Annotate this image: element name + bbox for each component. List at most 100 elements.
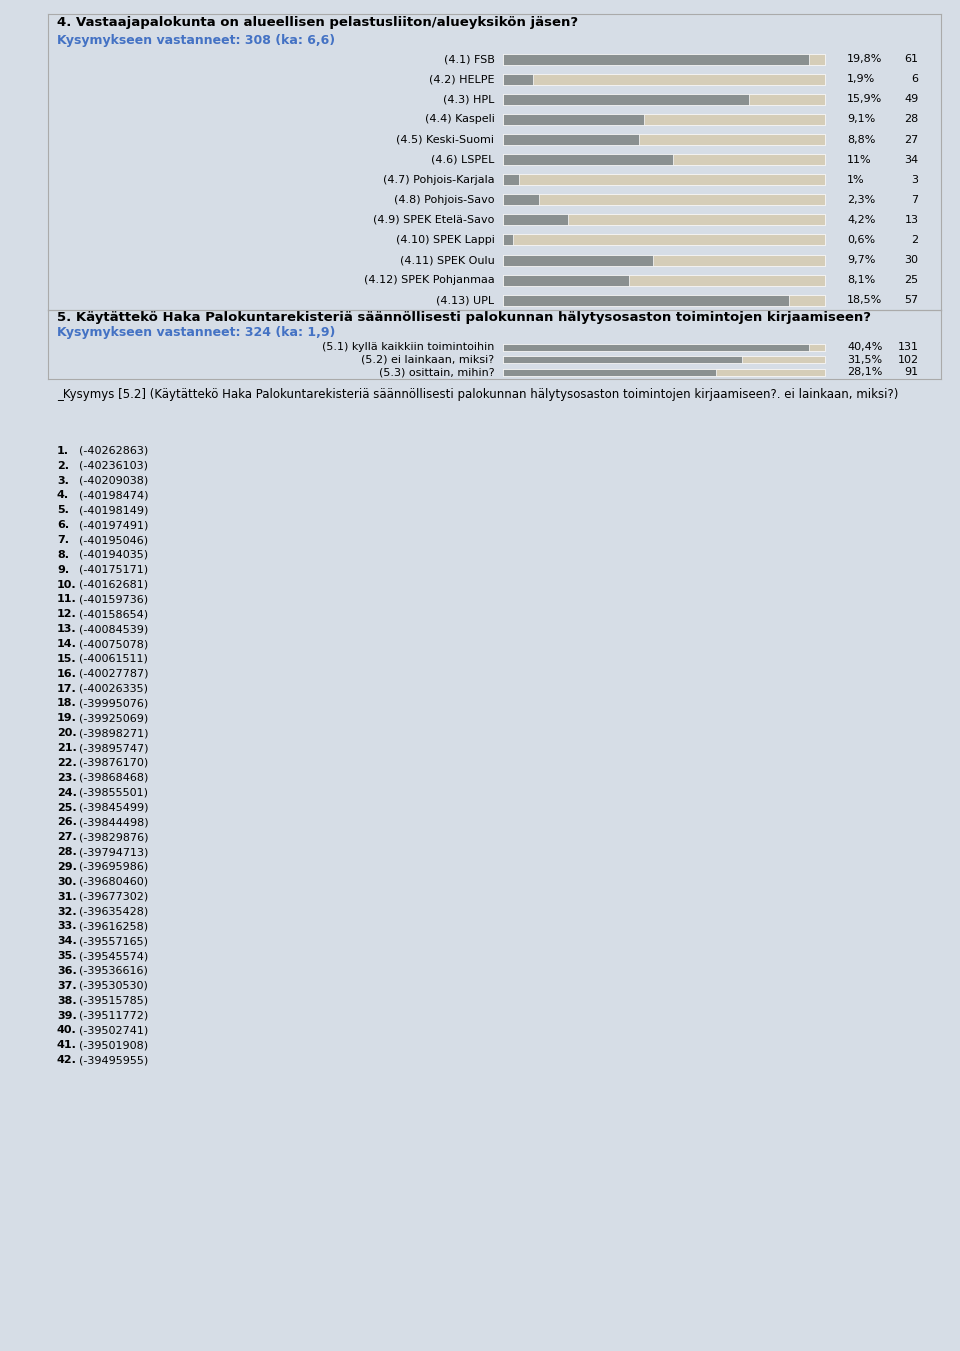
Text: 5. Käytättekö Haka Palokuntarekisteriä säännöllisesti palokunnan hälytysosaston : 5. Käytättekö Haka Palokuntarekisteriä s… bbox=[57, 311, 871, 324]
Text: (-39794713): (-39794713) bbox=[80, 847, 149, 857]
Text: 28: 28 bbox=[904, 115, 919, 124]
Text: (4.3) HPL: (4.3) HPL bbox=[443, 95, 494, 104]
Text: 4. Vastaajapalokunta on alueellisen pelastusliiton/alueyksikön jäsen?: 4. Vastaajapalokunta on alueellisen pela… bbox=[57, 16, 578, 30]
Text: 24.: 24. bbox=[57, 788, 77, 797]
Text: 20.: 20. bbox=[57, 728, 77, 738]
Text: (4.4) Kaspeli: (4.4) Kaspeli bbox=[424, 115, 494, 124]
Text: 19,8%: 19,8% bbox=[847, 54, 882, 63]
Text: 5.: 5. bbox=[57, 505, 69, 515]
Text: 30.: 30. bbox=[57, 877, 77, 886]
Text: 10.: 10. bbox=[57, 580, 77, 589]
Text: (-39635428): (-39635428) bbox=[80, 907, 149, 916]
Text: 4.: 4. bbox=[57, 490, 69, 500]
Text: (4.13) UPL: (4.13) UPL bbox=[436, 296, 494, 305]
FancyBboxPatch shape bbox=[503, 345, 825, 351]
Text: (4.1) FSB: (4.1) FSB bbox=[444, 54, 494, 63]
Text: (-40209038): (-40209038) bbox=[80, 476, 149, 485]
Text: 1.: 1. bbox=[57, 446, 69, 455]
Text: (-39925069): (-39925069) bbox=[80, 713, 149, 723]
FancyBboxPatch shape bbox=[503, 274, 825, 285]
Text: 57: 57 bbox=[904, 296, 919, 305]
Text: 12.: 12. bbox=[57, 609, 77, 619]
FancyBboxPatch shape bbox=[503, 369, 716, 376]
Text: 27: 27 bbox=[904, 135, 919, 145]
Text: 7: 7 bbox=[911, 195, 919, 205]
Text: 13: 13 bbox=[904, 215, 919, 224]
Text: 4,2%: 4,2% bbox=[847, 215, 876, 224]
Text: 28,1%: 28,1% bbox=[847, 367, 882, 377]
Text: 25.: 25. bbox=[57, 802, 77, 812]
FancyBboxPatch shape bbox=[503, 345, 809, 351]
Text: (-39855501): (-39855501) bbox=[80, 788, 148, 797]
Text: 42.: 42. bbox=[57, 1055, 77, 1065]
Text: (-39616258): (-39616258) bbox=[80, 921, 149, 931]
FancyBboxPatch shape bbox=[503, 357, 825, 363]
Text: (4.7) Pohjois-Karjala: (4.7) Pohjois-Karjala bbox=[383, 174, 494, 185]
FancyBboxPatch shape bbox=[503, 54, 825, 65]
Text: (-39502741): (-39502741) bbox=[80, 1025, 149, 1035]
Text: (-40262863): (-40262863) bbox=[80, 446, 149, 455]
Text: (-40195046): (-40195046) bbox=[80, 535, 149, 544]
Text: 18,5%: 18,5% bbox=[847, 296, 882, 305]
Text: (-39515785): (-39515785) bbox=[80, 996, 149, 1005]
Text: 49: 49 bbox=[904, 95, 919, 104]
Text: (-39511772): (-39511772) bbox=[80, 1011, 149, 1020]
Text: 3: 3 bbox=[911, 174, 919, 185]
Text: (-39695986): (-39695986) bbox=[80, 862, 149, 871]
Text: 11.: 11. bbox=[57, 594, 77, 604]
Text: _Kysymys [5.2] (Käytättekö Haka Palokuntarekisteriä säännöllisesti palokunnan hä: _Kysymys [5.2] (Käytättekö Haka Palokunt… bbox=[57, 388, 899, 401]
FancyBboxPatch shape bbox=[503, 295, 789, 305]
FancyBboxPatch shape bbox=[503, 54, 809, 65]
Text: 2,3%: 2,3% bbox=[847, 195, 876, 205]
Text: (-40175171): (-40175171) bbox=[80, 565, 149, 574]
Text: (5.1) kyllä kaikkiin toimintoihin: (5.1) kyllä kaikkiin toimintoihin bbox=[322, 342, 494, 353]
FancyBboxPatch shape bbox=[503, 174, 518, 185]
Text: (-40061511): (-40061511) bbox=[80, 654, 148, 663]
Text: 32.: 32. bbox=[57, 907, 77, 916]
Text: 8.: 8. bbox=[57, 550, 69, 559]
FancyBboxPatch shape bbox=[503, 154, 825, 165]
Text: (-39868468): (-39868468) bbox=[80, 773, 149, 782]
Text: 0,6%: 0,6% bbox=[847, 235, 876, 245]
Text: 91: 91 bbox=[904, 367, 919, 377]
Text: 29.: 29. bbox=[57, 862, 77, 871]
Text: 15.: 15. bbox=[57, 654, 77, 663]
FancyBboxPatch shape bbox=[503, 235, 825, 246]
Text: 33.: 33. bbox=[57, 921, 77, 931]
Text: 17.: 17. bbox=[57, 684, 77, 693]
Text: (-40198474): (-40198474) bbox=[80, 490, 149, 500]
Text: (-39895747): (-39895747) bbox=[80, 743, 149, 753]
Text: 39.: 39. bbox=[57, 1011, 77, 1020]
Text: 18.: 18. bbox=[57, 698, 77, 708]
Text: 26.: 26. bbox=[57, 817, 77, 827]
Text: 27.: 27. bbox=[57, 832, 77, 842]
Text: 2.: 2. bbox=[57, 461, 69, 470]
FancyBboxPatch shape bbox=[503, 274, 629, 285]
Text: 9,7%: 9,7% bbox=[847, 255, 876, 265]
Text: (-40159736): (-40159736) bbox=[80, 594, 149, 604]
Text: 34: 34 bbox=[904, 154, 919, 165]
Text: 8,1%: 8,1% bbox=[847, 276, 876, 285]
Text: 2: 2 bbox=[911, 235, 919, 245]
FancyBboxPatch shape bbox=[503, 93, 749, 105]
Text: (-40236103): (-40236103) bbox=[80, 461, 148, 470]
Text: 9.: 9. bbox=[57, 565, 69, 574]
Text: 34.: 34. bbox=[57, 936, 77, 946]
Text: 6.: 6. bbox=[57, 520, 69, 530]
Text: 6: 6 bbox=[911, 74, 919, 84]
Text: (-40027787): (-40027787) bbox=[80, 669, 149, 678]
Text: 11%: 11% bbox=[847, 154, 872, 165]
FancyBboxPatch shape bbox=[503, 113, 825, 124]
FancyBboxPatch shape bbox=[503, 369, 825, 376]
Text: 30: 30 bbox=[904, 255, 919, 265]
FancyBboxPatch shape bbox=[503, 215, 825, 226]
Text: 31,5%: 31,5% bbox=[847, 355, 882, 365]
FancyBboxPatch shape bbox=[503, 134, 825, 145]
Text: (-40075078): (-40075078) bbox=[80, 639, 149, 648]
Text: 3.: 3. bbox=[57, 476, 69, 485]
FancyBboxPatch shape bbox=[503, 74, 533, 85]
FancyBboxPatch shape bbox=[503, 174, 825, 185]
Text: 40.: 40. bbox=[57, 1025, 77, 1035]
FancyBboxPatch shape bbox=[503, 113, 644, 124]
FancyBboxPatch shape bbox=[503, 195, 825, 205]
